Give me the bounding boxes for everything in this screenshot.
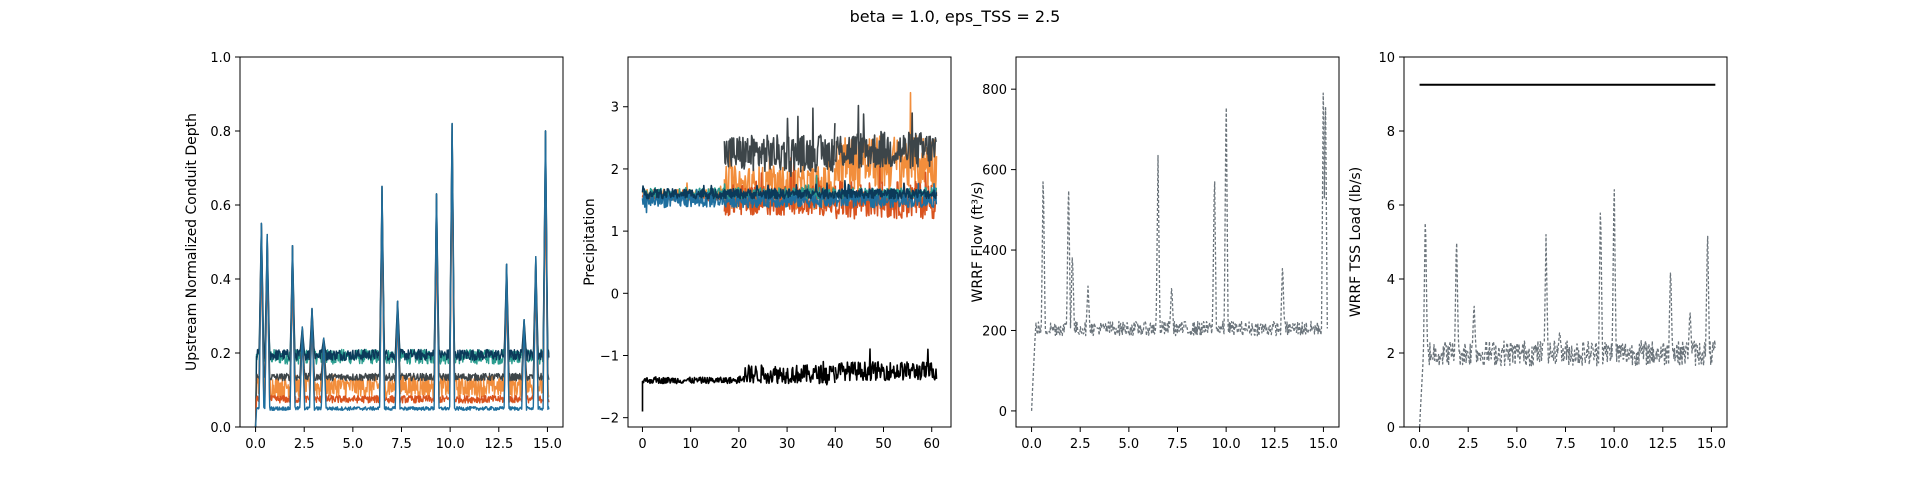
y-tick-label: 0.8 [210, 125, 231, 140]
x-tick-label: 0.0 [1021, 437, 1042, 452]
panel-precipitation: 0 10 20 30 40 50 60 −2 −1 0 1 2 3 Precipitation [582, 56, 952, 452]
series-line [641, 179, 938, 200]
x-tick-label: 20 [731, 437, 748, 452]
y-tick-label: 800 [982, 83, 1007, 98]
series-line [738, 360, 836, 386]
x-tick-label: 5.0 [1119, 437, 1140, 452]
x-tick-label: 10.0 [1212, 437, 1241, 452]
y-tick-label: 0 [611, 287, 619, 302]
plot-area [1030, 92, 1328, 411]
series-line [723, 107, 836, 177]
y-tick-label: 6 [1387, 199, 1395, 214]
x-tick-label: 2.5 [1458, 437, 1479, 452]
y-tick-label: 1 [611, 225, 619, 240]
panel-wrrf-tss-load: 0.0 2.5 5.0 7.5 10.0 12.5 15.0 0 2 4 6 8 10 WRRF TSS … [1348, 51, 1728, 452]
x-tick-label: 2.5 [1070, 437, 1091, 452]
x-tick-label: 60 [923, 437, 940, 452]
y-axis-label: Precipitation [582, 198, 598, 286]
y-tick-label: 200 [982, 324, 1007, 339]
x-tick-label: 0.0 [1409, 437, 1430, 452]
y-tick-label: 600 [982, 164, 1007, 179]
x-tick-label: 12.5 [1260, 437, 1289, 452]
y-tick-label: 0.4 [210, 273, 231, 288]
figure-title: beta = 1.0, eps_TSS = 2.5 [850, 7, 1061, 27]
x-tick-label: 5.0 [343, 437, 364, 452]
series-line [641, 182, 938, 214]
x-tick-label: 15.0 [533, 437, 562, 452]
series-line [834, 165, 938, 220]
y-tick-label: 3 [611, 101, 619, 116]
x-tick-label: 7.5 [1167, 437, 1188, 452]
y-tick-label: 10 [1378, 51, 1395, 66]
y-axis-label: Upstream Normalized Conduit Depth [184, 113, 200, 371]
x-tick-label: 12.5 [1648, 437, 1677, 452]
y-tick-label: 0 [999, 405, 1007, 420]
plot-area [641, 91, 938, 412]
x-tick-label: 0 [638, 437, 646, 452]
y-tick-label: 400 [982, 244, 1007, 259]
x-tick-label: 40 [827, 437, 844, 452]
panel-conduit-depth: 0.0 2.5 5.0 7.5 10.0 12.5 15.0 0.0 0.2 0.4 0.6 0.8 1… [184, 51, 564, 452]
axes-frame [1403, 56, 1728, 428]
x-tick-label: 15.0 [1697, 437, 1726, 452]
axes-frame [627, 56, 952, 428]
x-tick-label: 12.5 [484, 437, 513, 452]
x-tick-label: 50 [875, 437, 892, 452]
x-tick-label: 10.0 [436, 437, 465, 452]
series-line [254, 122, 550, 427]
y-tick-label: 2 [611, 163, 619, 178]
x-tick-label: 15.0 [1309, 437, 1338, 452]
series-line [834, 348, 938, 382]
x-tick-label: 7.5 [391, 437, 412, 452]
y-axis-label: WRRF TSS Load (lb/s) [1348, 167, 1364, 317]
series-line [1418, 189, 1716, 427]
panel-wrrf-flow: 0.0 2.5 5.0 7.5 10.0 12.5 15.0 0 200 400 600 800 WRR… [970, 56, 1340, 452]
x-tick-label: 0.0 [245, 437, 266, 452]
y-tick-label: 2 [1387, 347, 1395, 362]
x-tick-label: 10 [682, 437, 699, 452]
series-line [254, 122, 550, 427]
plot-area [254, 122, 550, 427]
x-tick-label: 7.5 [1555, 437, 1576, 452]
y-tick-label: 0.0 [210, 421, 231, 436]
y-axis-label: WRRF Flow (ft³/s) [970, 182, 986, 303]
y-tick-label: 1.0 [210, 51, 231, 66]
plot-area [1418, 83, 1716, 427]
y-tick-label: 4 [1387, 273, 1395, 288]
series-line [641, 376, 740, 412]
axes-frame [239, 56, 564, 428]
x-tick-label: 10.0 [1600, 437, 1629, 452]
y-tick-label: 0.2 [210, 347, 231, 362]
axes-frame [1015, 56, 1340, 428]
y-tick-label: 0 [1387, 421, 1395, 436]
x-tick-label: 5.0 [1507, 437, 1528, 452]
series-line [254, 122, 550, 427]
y-tick-label: −2 [600, 412, 619, 427]
x-tick-label: 2.5 [294, 437, 315, 452]
series-line [1030, 92, 1328, 411]
y-tick-label: 0.6 [210, 199, 231, 214]
series-line [834, 91, 938, 193]
series-line [834, 104, 937, 169]
y-tick-label: 8 [1387, 125, 1395, 140]
y-tick-label: −1 [600, 349, 619, 364]
x-tick-label: 30 [779, 437, 796, 452]
